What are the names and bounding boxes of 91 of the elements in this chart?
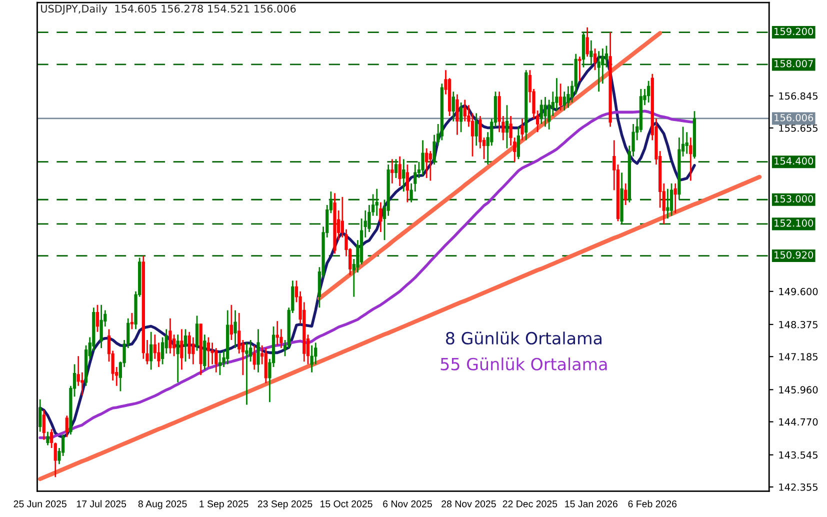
candlestick: [100, 304, 103, 349]
candlestick: [674, 182, 677, 214]
candlestick: [406, 164, 410, 204]
x-tick-label: 8 Aug 2025: [138, 500, 187, 510]
candlestick: [398, 156, 402, 187]
y-tick-label: 143.545: [779, 451, 818, 459]
candlestick: [452, 90, 455, 122]
candlestick: [210, 342, 214, 365]
candlestick: [456, 94, 459, 136]
candlestick: [586, 26, 589, 58]
candlestick: [478, 115, 482, 150]
candlestick: [180, 328, 184, 370]
x-tick-label: 15 Oct 2025: [320, 500, 372, 508]
candlestick: [597, 50, 600, 92]
candlestick: [310, 344, 314, 374]
candlestick: [65, 414, 68, 438]
candlestick: [176, 334, 180, 384]
candlestick: [425, 148, 428, 179]
candlestick: [558, 82, 562, 112]
ref-line-label: 153.000: [774, 195, 814, 202]
candlestick: [474, 112, 478, 146]
y-tick-label: 144.770: [779, 418, 818, 426]
candlestick: [590, 40, 593, 66]
candlestick: [256, 328, 260, 374]
candlestick: [379, 202, 382, 233]
x-tick-label: 23 Sep 2025: [258, 500, 312, 510]
candlestick: [689, 136, 692, 182]
candlestick: [276, 320, 279, 346]
candlestick: [206, 336, 210, 368]
candlestick: [38, 398, 42, 432]
y-tick-label: 147.185: [779, 353, 818, 360]
candlestick: [646, 80, 650, 104]
candlestick: [544, 96, 547, 128]
x-tick-label: 25 Jun 2025: [14, 500, 66, 508]
line-series: [317, 31, 662, 301]
candlestick: [130, 312, 134, 330]
candlestick: [195, 315, 199, 352]
candlestick: [245, 342, 248, 406]
candlestick: [394, 158, 398, 179]
ref-line-label: 158.007: [774, 60, 813, 68]
ref-line-label: 150.920: [774, 251, 814, 259]
ref-line-label: 156.006: [774, 114, 814, 122]
y-tick-label: 145.960: [779, 386, 818, 394]
candlestick: [624, 182, 628, 206]
candlestick: [505, 104, 509, 150]
x-tick-label: 1 Sep 2025: [200, 500, 248, 510]
candlestick: [218, 352, 222, 376]
line-series: [38, 174, 762, 482]
x-tick-label: 6 Feb 2026: [628, 500, 677, 508]
y-tick-label: 155.655: [779, 124, 818, 132]
candlestick: [459, 102, 463, 133]
candlestick: [390, 158, 394, 184]
ref-line-label: 159.200: [774, 28, 814, 36]
text: 55 Günlük Ortalama: [440, 358, 607, 370]
candlestick: [230, 304, 233, 341]
candlestick: [168, 318, 172, 354]
x-tick-label: 6 Nov 2025: [383, 500, 432, 508]
y-tick-label: 148.375: [779, 320, 818, 328]
x-tick-label: 28 Nov 2025: [442, 500, 496, 508]
x-tick-label: 22 Dec 2025: [502, 500, 558, 508]
candlestick: [234, 310, 237, 349]
candlestick: [149, 331, 153, 370]
candlestick: [670, 182, 674, 217]
y-tick-label: 156.845: [779, 92, 818, 100]
candlestick: [685, 131, 688, 154]
candlestick: [428, 150, 432, 182]
candlestick: [540, 99, 543, 125]
y-tick-label: 142.355: [779, 483, 818, 491]
candlestick: [184, 328, 188, 362]
ref-line-label: 154.400: [774, 157, 814, 165]
candlestick: [562, 90, 566, 112]
candlestick: [520, 118, 524, 141]
candlestick: [192, 336, 195, 365]
candlestick: [516, 126, 520, 160]
x-tick-label: 15 Jan 2026: [565, 500, 618, 508]
candlestick: [172, 334, 176, 357]
candlestick: [42, 409, 46, 441]
chart-title: USDJPY,Daily 154.605 156.278 154.521 156.006: [41, 4, 296, 15]
candlestick: [666, 188, 670, 220]
candlestick: [421, 140, 424, 176]
candlestick: [593, 48, 597, 71]
x-tick-label: 17 Jul 2025: [76, 500, 126, 508]
ref-line-label: 152.100: [774, 219, 814, 227]
candlestick: [46, 431, 50, 446]
candlestick: [252, 344, 256, 370]
candlestick: [375, 188, 378, 217]
y-tick-label: 149.600: [779, 288, 818, 296]
candlestick: [402, 158, 406, 192]
candlestick: [578, 56, 582, 82]
text: 8 Günlük Ortalama: [446, 332, 602, 345]
candlestick: [96, 304, 100, 333]
